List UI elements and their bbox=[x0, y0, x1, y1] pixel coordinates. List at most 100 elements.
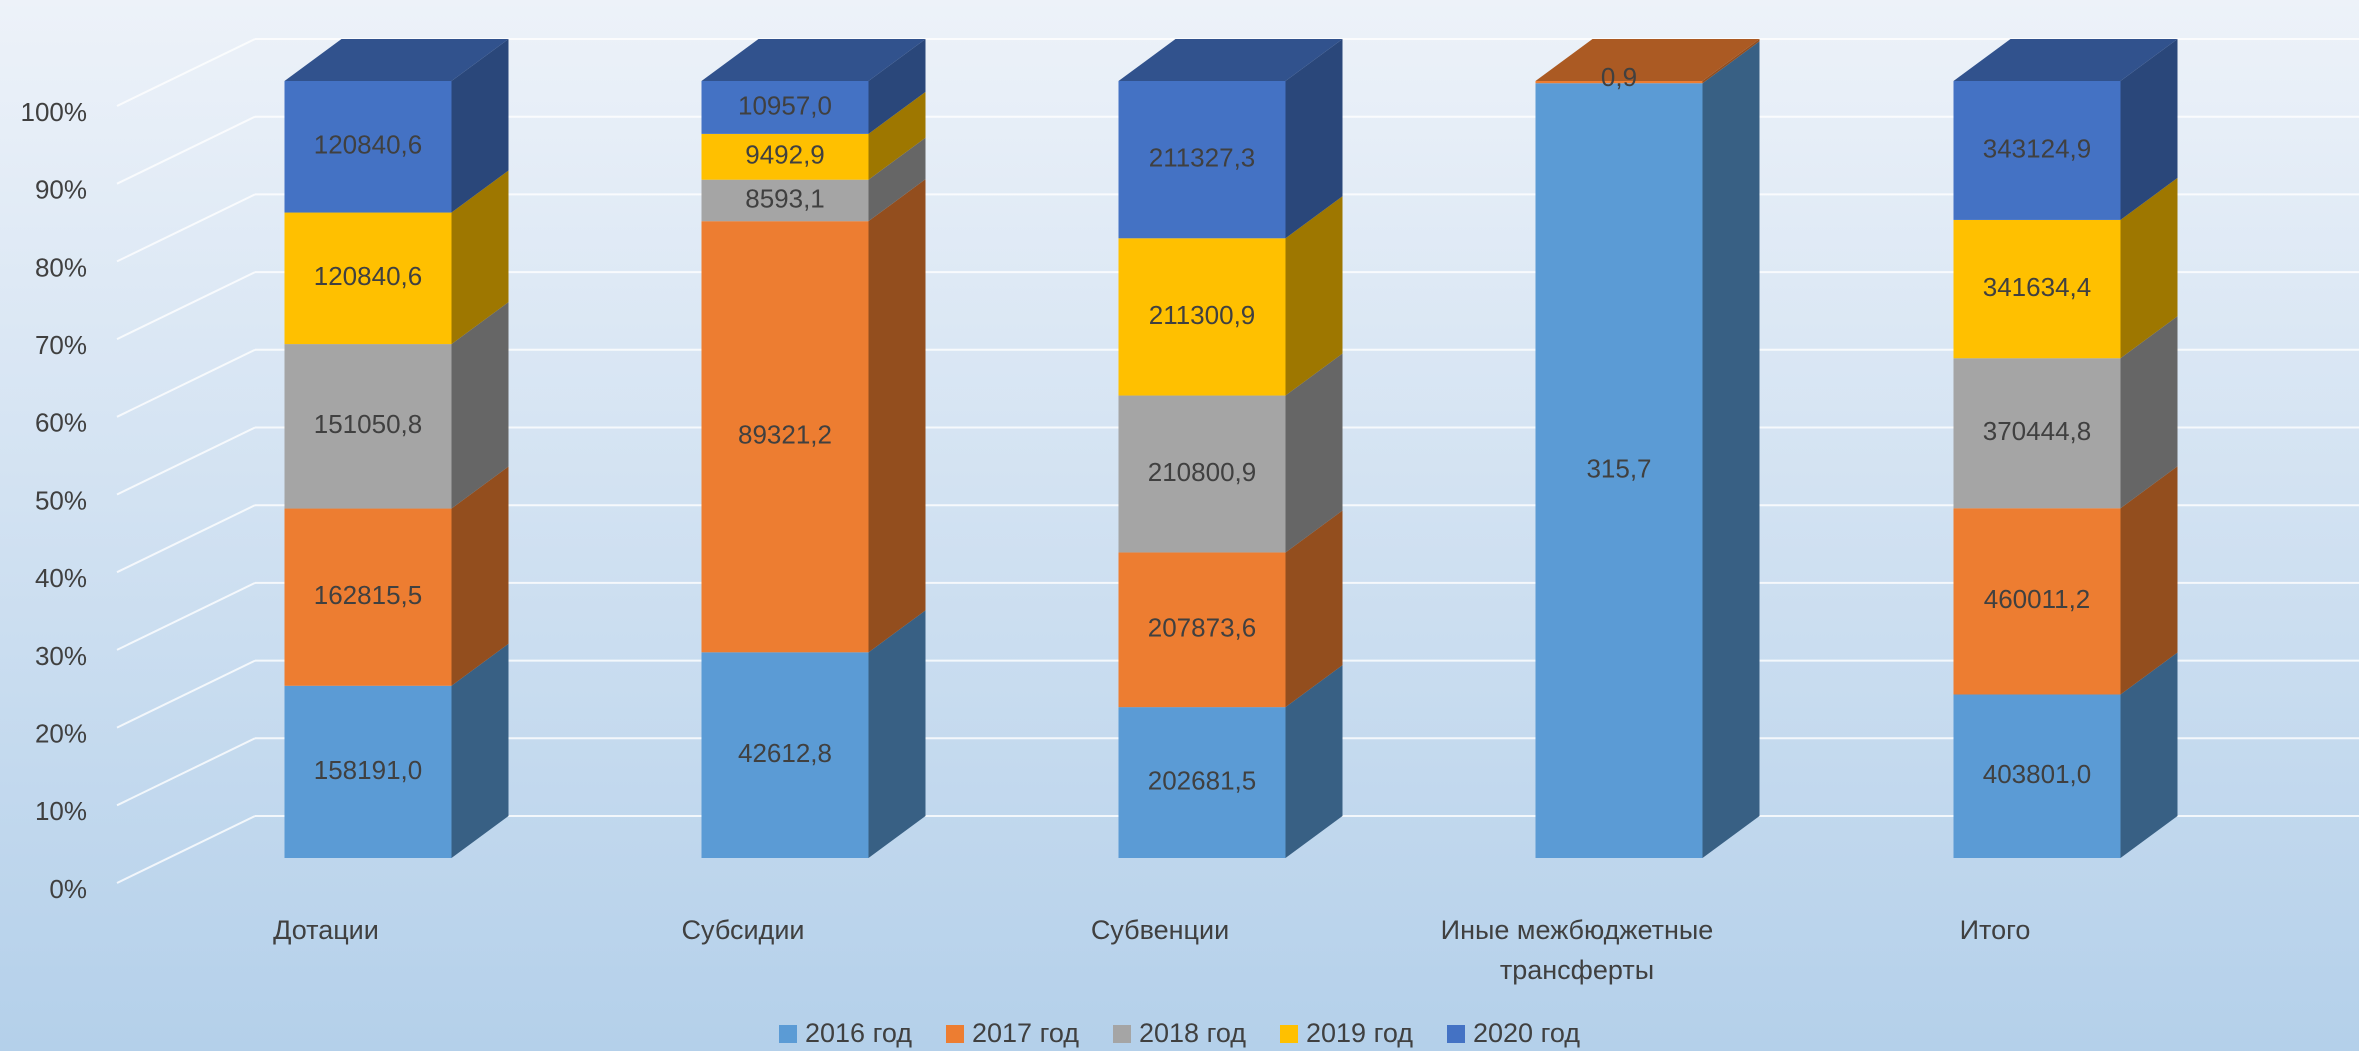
bar-segment bbox=[284, 212, 452, 345]
bar-side bbox=[451, 170, 509, 345]
bar-side bbox=[1285, 196, 1343, 396]
bar-side bbox=[2120, 177, 2178, 359]
bar-segment bbox=[1953, 81, 2121, 220]
legend-label: 2019 год bbox=[1306, 1018, 1413, 1048]
bar-side bbox=[2120, 466, 2178, 695]
bar-top bbox=[1535, 39, 1760, 81]
y-tick-label: 0% bbox=[49, 874, 87, 904]
grid-line bbox=[116, 504, 256, 574]
data-label: 158191,0 bbox=[314, 755, 422, 785]
data-label: 10957,0 bbox=[738, 90, 832, 120]
data-label: 403801,0 bbox=[1983, 759, 2091, 789]
legend-item: 2018 год bbox=[1113, 1018, 1246, 1049]
data-label: 315,7 bbox=[1586, 453, 1651, 483]
grid-line bbox=[116, 426, 256, 496]
y-tick-label: 80% bbox=[35, 252, 87, 282]
y-tick-label: 10% bbox=[35, 796, 87, 826]
bar-segment bbox=[1953, 508, 2121, 695]
y-tick-label: 100% bbox=[21, 97, 88, 127]
data-label: 9492,9 bbox=[745, 140, 825, 170]
bar-segment bbox=[701, 652, 869, 858]
bar-side bbox=[868, 39, 926, 134]
bar-side bbox=[1285, 353, 1343, 553]
data-label: 341634,4 bbox=[1983, 272, 2091, 302]
bar-side bbox=[868, 610, 926, 858]
bar-segment bbox=[1118, 395, 1286, 553]
bar-segment bbox=[701, 81, 869, 134]
grid-line bbox=[116, 659, 256, 729]
bar-segment bbox=[1118, 552, 1286, 708]
x-tick-label: Субвенции bbox=[1090, 915, 1230, 945]
bar-segment bbox=[284, 81, 452, 213]
data-label: 202681,5 bbox=[1148, 765, 1256, 795]
y-tick-label: 60% bbox=[35, 408, 87, 438]
legend-item: 2016 год bbox=[779, 1018, 912, 1049]
bar-top bbox=[284, 39, 509, 81]
y-tick-label: 90% bbox=[35, 175, 87, 205]
bar-side bbox=[451, 302, 509, 509]
legend-item: 2020 год bbox=[1447, 1018, 1580, 1049]
grid-line bbox=[116, 737, 256, 807]
bar-side bbox=[868, 179, 926, 653]
data-label: 460011,2 bbox=[1984, 584, 2091, 614]
y-tick-label: 40% bbox=[35, 563, 87, 593]
grid-line bbox=[116, 582, 256, 651]
bar-segment bbox=[1953, 694, 2121, 858]
y-tick-label: 30% bbox=[35, 641, 87, 671]
bar-segment bbox=[701, 179, 869, 222]
bar-segment bbox=[701, 133, 869, 180]
grid-line bbox=[116, 348, 256, 418]
bar-side bbox=[451, 643, 509, 858]
data-label: 151050,8 bbox=[314, 409, 422, 439]
bar-side bbox=[868, 91, 926, 180]
grid-line bbox=[116, 193, 256, 263]
legend: 2016 год 2017 год 2018 год 2019 год 2020 год bbox=[0, 1018, 2359, 1049]
data-label: 42612,8 bbox=[738, 738, 832, 768]
bar-segment bbox=[1953, 219, 2121, 359]
y-tick-label: 50% bbox=[35, 485, 87, 515]
x-tick-label: Субсидии bbox=[681, 915, 805, 945]
bar-segment bbox=[1535, 83, 1703, 858]
legend-label: 2017 год bbox=[972, 1018, 1079, 1048]
legend-swatch bbox=[946, 1024, 964, 1043]
data-label: 211300,9 bbox=[1149, 300, 1256, 330]
x-tick-label: Итого bbox=[1959, 915, 2031, 945]
grid-line bbox=[116, 115, 256, 185]
data-label: 207873,6 bbox=[1148, 613, 1256, 643]
plot: 0% 10% 20% 30% 40% 50% 60% 70% 80% 90% 100% 158191,… bbox=[20, 38, 2178, 904]
x-tick-label: Дотации bbox=[273, 915, 379, 945]
legend-swatch bbox=[779, 1024, 797, 1043]
bar-side bbox=[1285, 39, 1343, 239]
data-label: 162815,5 bbox=[314, 580, 422, 610]
data-label: 210800,9 bbox=[1148, 457, 1256, 487]
data-label: 370444,8 bbox=[1983, 416, 2091, 446]
bar-segment bbox=[1118, 81, 1286, 239]
bar-side bbox=[1285, 665, 1343, 858]
grid-line bbox=[116, 38, 256, 107]
legend-label: 2016 год bbox=[805, 1018, 912, 1048]
bar-segment bbox=[284, 685, 452, 858]
data-label: 120840,6 bbox=[314, 261, 422, 291]
legend-swatch bbox=[1113, 1024, 1131, 1043]
bar-segment bbox=[1118, 707, 1286, 858]
bar-side bbox=[2120, 316, 2178, 509]
bar-segment bbox=[284, 508, 452, 686]
data-label: 8593,1 bbox=[745, 183, 825, 213]
bar-side bbox=[868, 137, 926, 222]
y-tick-label: 70% bbox=[35, 330, 87, 360]
bar-top bbox=[1118, 39, 1343, 81]
data-label: 343124,9 bbox=[1983, 133, 2091, 163]
bar-side bbox=[2120, 652, 2178, 858]
bar-segment bbox=[284, 344, 452, 509]
bar-segment bbox=[701, 221, 869, 653]
grid-line bbox=[116, 815, 256, 884]
bar-segment bbox=[1118, 238, 1286, 396]
legend-swatch bbox=[1447, 1024, 1465, 1043]
data-label: 89321,2 bbox=[738, 420, 832, 450]
legend-item: 2019 год bbox=[1280, 1018, 1413, 1049]
legend-label: 2018 год bbox=[1139, 1018, 1246, 1048]
y-tick-label: 20% bbox=[35, 718, 87, 748]
bar-top bbox=[701, 39, 926, 81]
data-label: 0,9 bbox=[1601, 62, 1637, 92]
